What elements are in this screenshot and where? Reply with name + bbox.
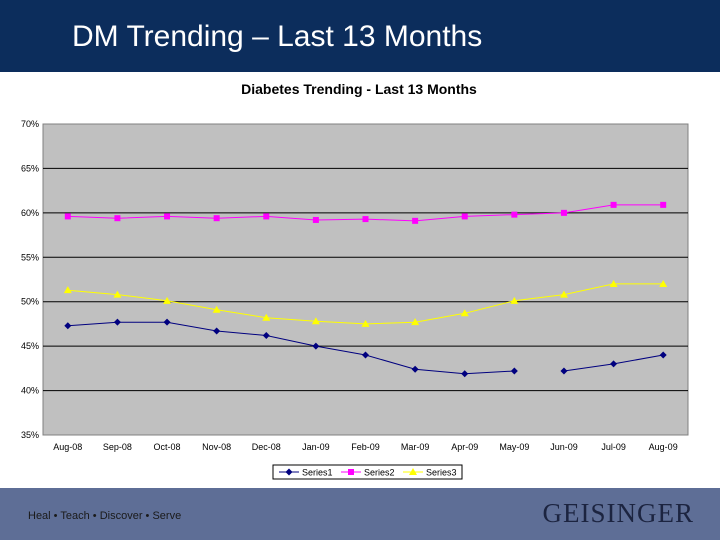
- data-point: [262, 313, 271, 321]
- data-point: [461, 370, 469, 378]
- legend-marker: [409, 468, 417, 475]
- series-series3: [63, 279, 668, 327]
- gridlines: [43, 167, 688, 392]
- x-tick-label: Oct-08: [154, 442, 181, 452]
- y-tick-label: 35%: [21, 430, 39, 440]
- data-point: [461, 213, 468, 220]
- y-tick-label: 60%: [21, 208, 39, 218]
- series-series1: [64, 318, 667, 378]
- x-tick-label: Aug-08: [53, 442, 82, 452]
- x-axis-ticks: Aug-08 Sep-08 Oct-08 Nov-08 Dec-08 Jan-09 Feb-…: [53, 442, 677, 452]
- legend-marker: [348, 469, 354, 475]
- y-tick-label: 40%: [21, 386, 39, 396]
- chart-panel: Diabetes Trending - Last 13 Months 35% 40…: [2, 72, 718, 488]
- legend-item: Series2: [341, 468, 395, 478]
- x-tick-label: Aug-09: [649, 442, 678, 452]
- data-point: [510, 296, 519, 304]
- data-point: [411, 318, 420, 326]
- data-point: [263, 213, 270, 220]
- x-tick-label: May-09: [499, 442, 529, 452]
- data-point: [412, 217, 419, 224]
- data-point: [511, 211, 518, 218]
- data-point: [63, 286, 72, 294]
- x-tick-label: Sep-08: [103, 442, 132, 452]
- geisinger-logo: GEISINGER: [542, 498, 694, 528]
- chart-title: Diabetes Trending - Last 13 Months: [241, 81, 477, 97]
- data-point: [212, 305, 221, 313]
- x-tick-label: Jan-09: [302, 442, 330, 452]
- x-tick-label: Dec-08: [252, 442, 281, 452]
- data-point: [560, 209, 567, 216]
- x-tick-label: Jun-09: [550, 442, 578, 452]
- data-point: [312, 342, 320, 350]
- y-tick-label: 50%: [21, 297, 39, 307]
- data-point: [660, 201, 667, 208]
- data-point: [163, 296, 172, 304]
- data-point: [609, 279, 618, 287]
- legend-label: Series1: [302, 468, 333, 478]
- data-point: [610, 201, 617, 208]
- slide-title: DM Trending – Last 13 Months: [72, 20, 483, 53]
- data-point: [113, 290, 122, 298]
- x-tick-label: Apr-09: [451, 442, 478, 452]
- series-series2: [64, 201, 667, 224]
- data-point: [164, 213, 171, 220]
- legend-marker: [285, 468, 293, 476]
- data-point: [312, 216, 319, 223]
- diabetes-trend-chart: Diabetes Trending - Last 13 Months 35% 40…: [21, 81, 689, 480]
- data-point: [411, 365, 419, 373]
- data-point: [311, 317, 320, 325]
- data-point: [64, 322, 72, 330]
- data-point: [610, 360, 618, 368]
- x-tick-label: Jul-09: [601, 442, 626, 452]
- data-point: [362, 351, 369, 359]
- data-point: [659, 279, 668, 287]
- y-tick-label: 65%: [21, 163, 39, 173]
- legend-item: Series1: [279, 468, 333, 478]
- data-point: [113, 318, 121, 326]
- legend-box: [272, 464, 463, 480]
- data-point: [362, 216, 369, 223]
- legend-label: Series2: [364, 468, 395, 478]
- y-tick-label: 55%: [21, 252, 39, 262]
- footer-tagline: Heal • Teach • Discover • Serve: [28, 510, 182, 522]
- slide-header: DM Trending – Last 13 Months: [0, 0, 720, 72]
- y-axis-ticks: 35% 40% 45% 50% 55% 60% 65% 70%: [21, 119, 39, 440]
- data-point: [659, 351, 667, 359]
- y-tick-label: 70%: [21, 119, 39, 129]
- data-point: [114, 215, 121, 222]
- data-point: [559, 290, 568, 298]
- data-point: [213, 327, 221, 335]
- plot-area: [42, 123, 689, 436]
- data-point: [64, 213, 71, 220]
- data-point: [361, 319, 370, 327]
- data-point: [262, 331, 270, 339]
- x-tick-label: Mar-09: [401, 442, 430, 452]
- legend-label: Series3: [426, 468, 457, 478]
- x-tick-label: Feb-09: [351, 442, 380, 452]
- data-point: [163, 318, 171, 326]
- legend: Series1 Series2 Series3: [272, 464, 463, 480]
- x-tick-label: Nov-08: [202, 442, 231, 452]
- y-tick-label: 45%: [21, 341, 39, 351]
- data-point: [460, 309, 469, 317]
- slide-footer: Heal • Teach • Discover • Serve GEISINGE…: [0, 488, 720, 540]
- legend-item: Series3: [403, 468, 457, 478]
- data-point: [213, 215, 220, 222]
- data-point: [560, 367, 568, 375]
- series-lines: [63, 201, 668, 378]
